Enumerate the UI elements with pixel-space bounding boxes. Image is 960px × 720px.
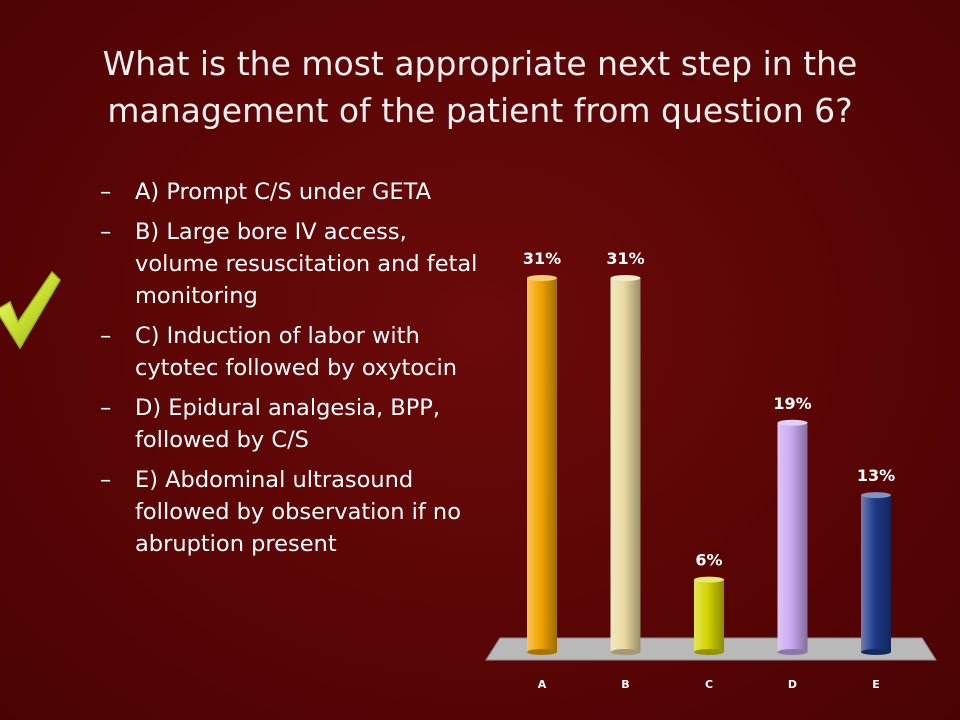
category-label: D <box>788 678 797 691</box>
bar-top <box>527 275 557 281</box>
bullet-dash: – <box>100 323 112 349</box>
bar-base <box>610 649 641 655</box>
data-label: 13% <box>857 466 895 485</box>
bullet-dash: – <box>100 219 112 245</box>
bar-a <box>527 275 557 655</box>
answer-options: – A) Prompt C/S under GETA – B) Large bore… <box>100 176 480 568</box>
bar-top <box>861 492 891 499</box>
bullet-dash: – <box>100 467 112 493</box>
bar-body <box>610 278 641 652</box>
option-text: A) Prompt C/S under GETA <box>135 179 432 205</box>
option-e: – E) Abdominal ultrasound followed by obs… <box>100 464 480 560</box>
bar-body <box>861 495 891 652</box>
data-label: 31% <box>606 249 644 268</box>
bar-body <box>777 422 808 652</box>
bar-top <box>694 576 724 583</box>
bar-base <box>527 649 557 655</box>
option-text: E) Abdominal ultrasound followed by obse… <box>135 467 461 557</box>
category-label: C <box>705 678 713 691</box>
response-bar-chart: 31% A 31% B 6% C 19% D 13% E <box>485 249 937 691</box>
option-text: B) Large bore IV access, volume resuscit… <box>135 219 478 309</box>
bullet-dash: – <box>100 395 112 421</box>
option-a: – A) Prompt C/S under GETA <box>100 176 480 208</box>
category-label: A <box>538 678 547 691</box>
option-b: – B) Large bore IV access, volume resusci… <box>100 216 480 312</box>
option-c: – C) Induction of labor with cytotec foll… <box>100 320 480 384</box>
bar-e <box>861 492 891 655</box>
data-label: 31% <box>523 249 561 268</box>
bar-base <box>861 649 891 655</box>
bar-base <box>694 649 724 655</box>
option-text: D) Epidural analgesia, BPP, followed by … <box>135 395 440 453</box>
bar-body <box>694 579 724 652</box>
bar-d <box>777 419 808 655</box>
bar-c <box>694 576 724 655</box>
data-label: 19% <box>773 394 811 413</box>
data-label: 6% <box>695 551 722 570</box>
option-d: – D) Epidural analgesia, BPP, followed by… <box>100 392 480 456</box>
bar-body <box>527 278 557 652</box>
bullet-dash: – <box>100 179 112 205</box>
question-title: What is the most appropriate next step i… <box>102 44 858 130</box>
bar-top <box>777 419 808 426</box>
bar-b <box>610 275 641 655</box>
checkmark-icon <box>0 270 61 350</box>
category-label: E <box>872 678 880 691</box>
category-label: B <box>621 678 629 691</box>
option-text: C) Induction of labor with cytotec follo… <box>135 323 458 381</box>
bar-top <box>610 275 641 281</box>
bar-base <box>777 649 808 655</box>
